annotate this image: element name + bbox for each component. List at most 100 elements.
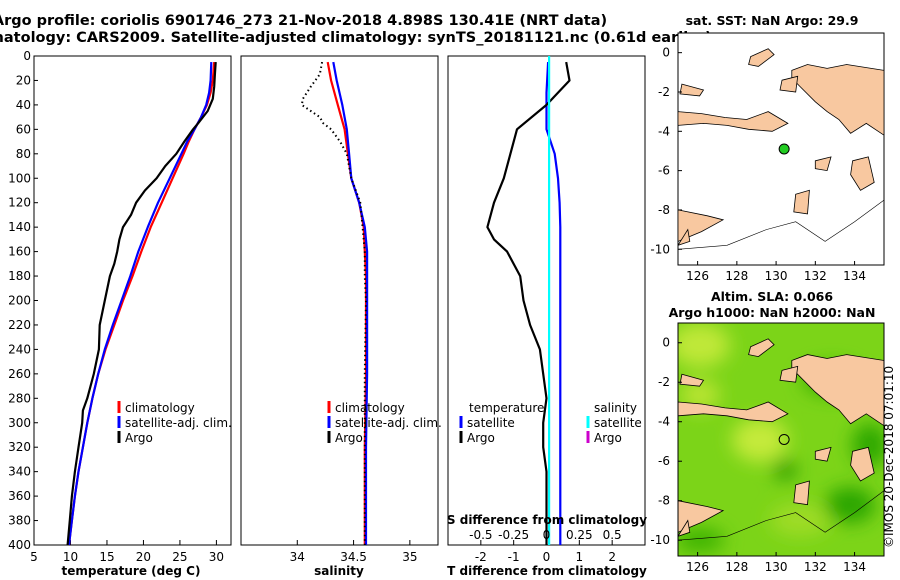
land-island: [850, 446, 875, 482]
legend-label-s-argo: Argo: [594, 431, 622, 445]
series-line-satellite-adj-clim-: [332, 61, 369, 545]
land-island: [678, 228, 691, 246]
legend-label-s-satellite: satellite: [594, 416, 642, 430]
sla-map-title: Altim. SLA: 0.066: [711, 289, 833, 304]
map-lon-label: 126: [686, 269, 709, 283]
x-tick-label: 25: [172, 550, 187, 564]
map-lon-label: 132: [804, 560, 827, 574]
land-island: [678, 519, 691, 537]
land-island: [814, 156, 832, 172]
x-tick-label: 0: [543, 550, 551, 564]
map-lon-label: 128: [725, 269, 748, 283]
land-island: [779, 365, 799, 383]
land-island: [678, 500, 725, 533]
sla-map-land: [678, 338, 884, 541]
depth-tick-label: 360: [8, 489, 31, 503]
land-island: [793, 189, 810, 215]
header-title-line2: Climatology: CARS2009. Satellite-adjuste…: [0, 30, 712, 46]
temperature-legend: climatology satellite-adj. clim. Argo: [117, 401, 232, 445]
map-lat-label: 0: [662, 336, 670, 350]
depth-tick-label: 0: [23, 49, 31, 63]
series-line-argo: [66, 62, 217, 545]
land-island: [814, 446, 832, 462]
sst-map-axes: 126 128 130 132 134 0 -2 -4 -6 -8 -10: [650, 46, 866, 283]
depth-tick-label: 80: [16, 147, 31, 161]
s-diff-tick-label: -0.5: [469, 528, 492, 542]
sla-blob: [773, 460, 797, 480]
map-lat-label: -4: [658, 124, 670, 138]
temperature-series: [66, 62, 217, 545]
legend-label-satellite-adj: satellite-adj. clim.: [335, 416, 442, 430]
sla-blob: [678, 528, 725, 552]
land-island: [791, 354, 884, 427]
x-tick-label: 15: [99, 550, 114, 564]
land-island: [850, 156, 875, 191]
depth-tick-label: 100: [8, 171, 31, 185]
x-tick-label: 34.5: [340, 550, 367, 564]
salinity-x-axis: 34 34.5 35: [290, 540, 417, 564]
legend-label-t-satellite: satellite: [467, 416, 515, 430]
s-diff-tick-label: -0.25: [498, 528, 529, 542]
x-tick-label: 30: [209, 550, 224, 564]
depth-tick-label: 300: [8, 416, 31, 430]
temperature-x-axis: 5 10 15 20 25 30: [30, 540, 224, 564]
x-tick-label: -2: [475, 550, 487, 564]
legend-title-temperature: temperature: [469, 401, 544, 415]
x-tick-label: 1: [576, 550, 584, 564]
x-tick-label: 35: [402, 550, 417, 564]
land-island: [678, 401, 789, 423]
x-tick-label: 34: [290, 550, 305, 564]
x-tick-label: 2: [608, 550, 616, 564]
s-diff-tick-label: 0: [543, 528, 551, 542]
temperature-xlabel: temperature (deg C): [62, 564, 201, 578]
sla-blob: [770, 504, 830, 536]
depth-tick-label: 40: [16, 98, 31, 112]
x-tick-label: 10: [63, 550, 78, 564]
map-lon-label: 130: [765, 560, 788, 574]
depth-tick-label: 240: [8, 342, 31, 356]
map-lat-label: -10: [650, 533, 670, 547]
legend-label-t-argo: Argo: [467, 431, 495, 445]
land-island: [791, 64, 884, 136]
header-title-line1: Argo profile: coriolis 6901746_273 21-No…: [0, 13, 607, 29]
depth-tick-label: 20: [16, 73, 31, 87]
depth-tick-label: 140: [8, 220, 31, 234]
s-difference-xlabel: S difference from climatology: [447, 513, 647, 527]
map-lon-label: 134: [843, 269, 866, 283]
temperature-plot-frame: [33, 55, 232, 546]
sla-blob: [678, 323, 730, 367]
map-lat-label: -8: [658, 203, 670, 217]
temperature-panel: 0 20 40 60 80 100 120 140 160 180 200 220 240 260 280 3…: [8, 49, 452, 578]
map-lat-label: -2: [658, 85, 670, 99]
salinity-plot-frame: [240, 55, 439, 546]
legend-title-salinity: salinity: [594, 401, 637, 415]
difference-legend: temperature salinity satellite Argo sate…: [459, 401, 642, 445]
map-lat-label: -6: [658, 164, 670, 178]
x-tick-label: 20: [136, 550, 151, 564]
bathymetry-contour: [678, 490, 884, 541]
sst-map-title: sat. SST: NaN Argo: 29.9: [686, 13, 859, 28]
depth-tick-label: 340: [8, 465, 31, 479]
legend-label-argo: Argo: [125, 431, 153, 445]
depth-tick-label: 400: [8, 538, 31, 552]
legend-label-climatology: climatology: [125, 401, 195, 415]
depth-tick-label: 280: [8, 391, 31, 405]
map-lon-label: 132: [804, 269, 827, 283]
imos-credit: ©IMOS 20-Dec-2018 07:01:10: [882, 366, 896, 548]
x-tick-label: 5: [30, 550, 38, 564]
sla-field-blobs: [678, 323, 884, 552]
land-island: [679, 83, 705, 97]
salinity-xlabel: salinity: [314, 564, 364, 578]
depth-tick-label: 380: [8, 514, 31, 528]
depth-tick-label: 60: [16, 122, 31, 136]
sla-blob: [825, 487, 875, 523]
sla-map-subtitle: Argo h1000: NaN h2000: NaN: [669, 305, 876, 320]
sst-map-land: [678, 48, 884, 250]
legend-label-satellite-adj: satellite-adj. clim.: [125, 416, 232, 430]
s-diff-tick-label: 0.25: [566, 528, 593, 542]
series-line-argo: [300, 61, 367, 545]
sst-map: sat. SST: NaN Argo: 29.9 126 128 130 132 134…: [650, 13, 885, 283]
float-position-marker: [778, 143, 790, 155]
map-lat-label: -6: [658, 454, 670, 468]
